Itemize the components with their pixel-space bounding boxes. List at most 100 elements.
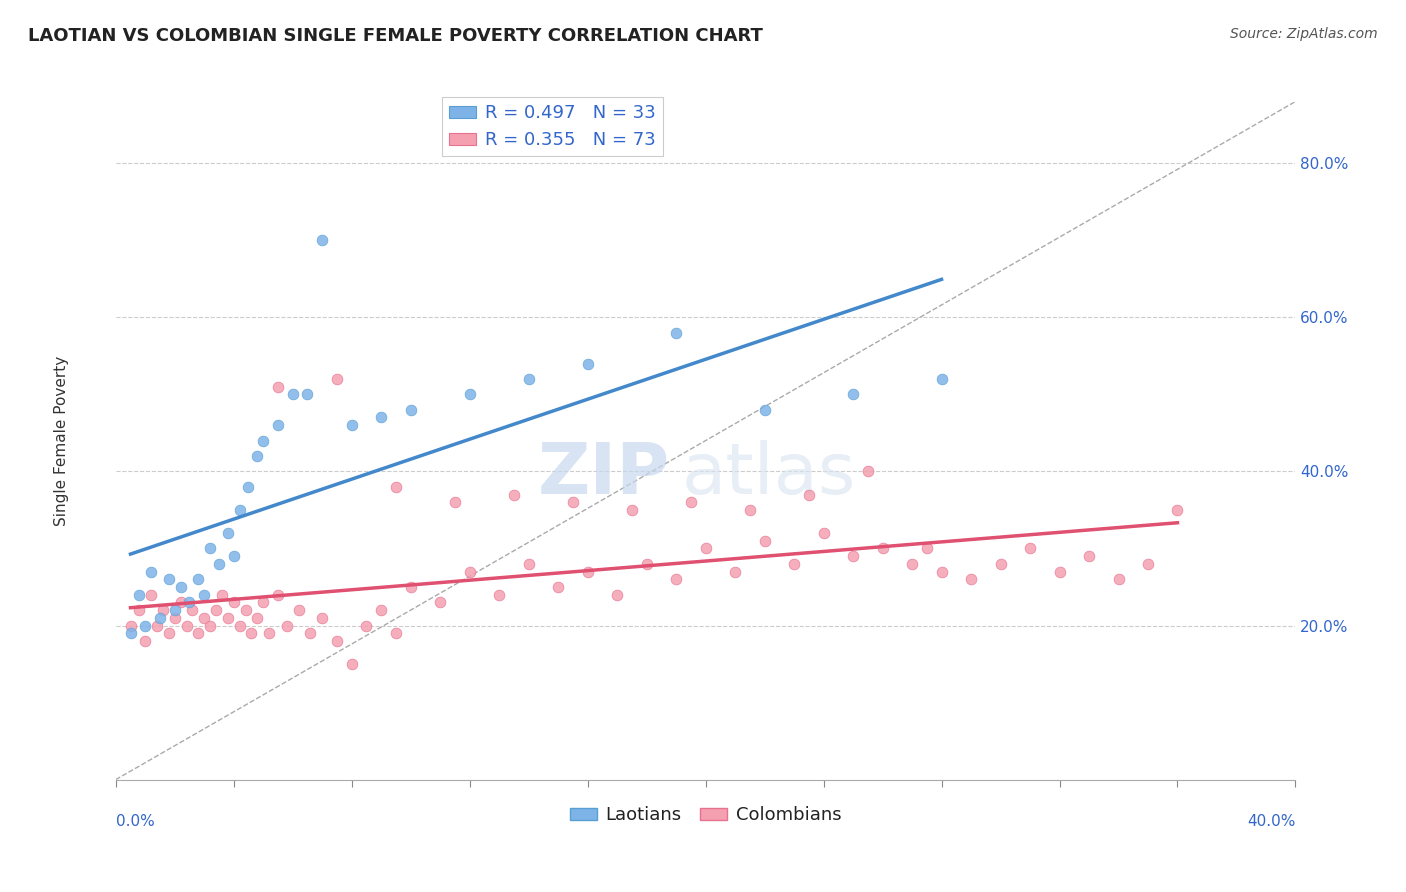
Point — [311, 233, 333, 247]
Point — [252, 434, 274, 448]
Point — [157, 572, 180, 586]
Point — [208, 557, 231, 571]
Point — [1078, 549, 1101, 563]
Point — [120, 618, 142, 632]
Point — [856, 464, 879, 478]
Point — [547, 580, 569, 594]
Point — [163, 611, 186, 625]
Point — [931, 565, 953, 579]
Point — [738, 503, 761, 517]
Point — [222, 595, 245, 609]
Point — [665, 326, 688, 340]
Point — [287, 603, 309, 617]
Point — [620, 503, 643, 517]
Point — [134, 618, 156, 632]
Text: 40.0%: 40.0% — [1247, 814, 1295, 830]
Point — [1019, 541, 1042, 556]
Point — [385, 480, 408, 494]
Point — [754, 402, 776, 417]
Point — [960, 572, 983, 586]
Point — [370, 603, 392, 617]
Point — [211, 588, 233, 602]
Point — [931, 372, 953, 386]
Point — [311, 611, 333, 625]
Point — [517, 557, 540, 571]
Point — [267, 418, 290, 433]
Point — [217, 611, 239, 625]
Text: Source: ZipAtlas.com: Source: ZipAtlas.com — [1230, 27, 1378, 41]
Point — [169, 595, 191, 609]
Point — [813, 526, 835, 541]
Point — [252, 595, 274, 609]
Point — [281, 387, 304, 401]
Point — [1049, 565, 1071, 579]
Point — [297, 387, 319, 401]
Point — [488, 588, 510, 602]
Point — [228, 503, 250, 517]
Point — [134, 634, 156, 648]
Point — [205, 603, 228, 617]
Point — [606, 588, 628, 602]
Point — [299, 626, 322, 640]
Point — [267, 379, 290, 393]
Point — [141, 588, 163, 602]
Point — [724, 565, 747, 579]
Point — [385, 626, 408, 640]
Point — [128, 603, 150, 617]
Point — [187, 626, 209, 640]
Point — [146, 618, 169, 632]
Point — [517, 372, 540, 386]
Point — [754, 533, 776, 548]
Point — [842, 549, 865, 563]
Point — [157, 626, 180, 640]
Point — [193, 588, 215, 602]
Point — [149, 611, 172, 625]
Point — [128, 588, 150, 602]
Point — [679, 495, 702, 509]
Point — [152, 603, 174, 617]
Point — [238, 480, 260, 494]
Point — [1166, 503, 1188, 517]
Point — [636, 557, 658, 571]
Point — [246, 449, 269, 463]
Point — [901, 557, 924, 571]
Point — [326, 634, 349, 648]
Point — [1108, 572, 1130, 586]
Text: LAOTIAN VS COLOMBIAN SINGLE FEMALE POVERTY CORRELATION CHART: LAOTIAN VS COLOMBIAN SINGLE FEMALE POVER… — [28, 27, 763, 45]
Point — [1136, 557, 1159, 571]
Point — [228, 618, 250, 632]
Point — [169, 580, 191, 594]
Point — [217, 526, 239, 541]
Text: ZIP: ZIP — [538, 440, 671, 509]
Point — [695, 541, 717, 556]
Text: 0.0%: 0.0% — [115, 814, 155, 830]
Point — [120, 626, 142, 640]
Point — [340, 657, 363, 671]
Point — [235, 603, 257, 617]
Point — [576, 357, 599, 371]
Point — [370, 410, 392, 425]
Point — [797, 487, 820, 501]
Point — [340, 418, 363, 433]
Point — [429, 595, 451, 609]
Text: atlas: atlas — [682, 440, 856, 509]
Y-axis label: Single Female Poverty: Single Female Poverty — [53, 355, 69, 525]
Point — [222, 549, 245, 563]
Point — [181, 603, 204, 617]
Point — [576, 565, 599, 579]
Point — [257, 626, 280, 640]
Point — [503, 487, 526, 501]
Point — [356, 618, 378, 632]
Point — [915, 541, 938, 556]
Point — [444, 495, 467, 509]
Point — [665, 572, 688, 586]
Point — [246, 611, 269, 625]
Point — [561, 495, 583, 509]
Point — [990, 557, 1012, 571]
Point — [198, 541, 221, 556]
Point — [179, 595, 201, 609]
Point — [458, 387, 481, 401]
Point — [326, 372, 349, 386]
Point — [240, 626, 263, 640]
Point — [267, 588, 290, 602]
